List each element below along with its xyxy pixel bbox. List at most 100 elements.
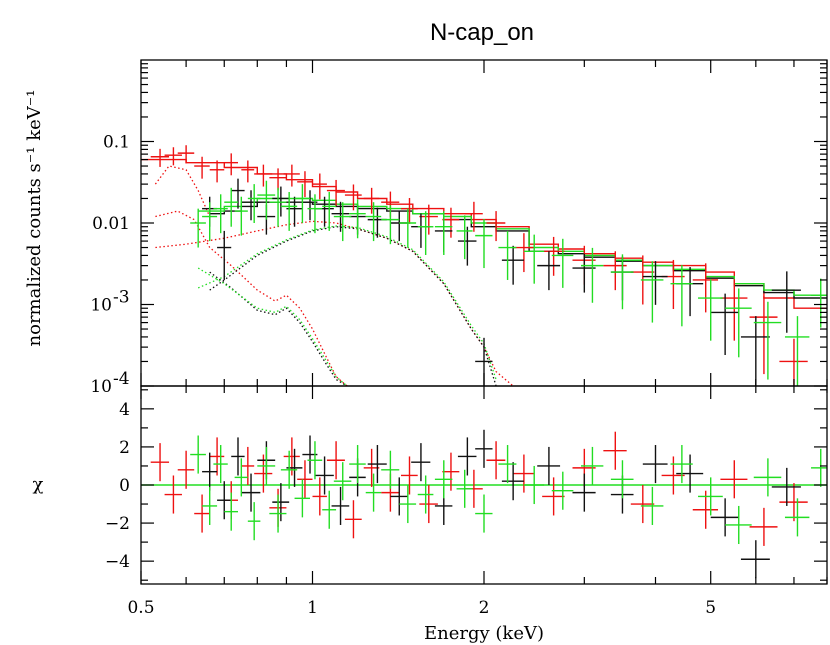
residual-point-red — [297, 460, 313, 499]
data-point-green — [333, 202, 352, 242]
data-point-green — [456, 215, 473, 260]
residual-point-black — [272, 483, 290, 522]
model-component-black-6 — [209, 271, 348, 387]
residual-point-green — [294, 479, 311, 518]
residual-point-black — [771, 467, 801, 506]
data-point-red — [269, 168, 287, 191]
data-point-red — [779, 338, 808, 386]
residual-point-green — [381, 450, 400, 489]
data-point-black — [642, 261, 668, 305]
data-point-green — [381, 205, 400, 245]
residual-point-red — [312, 477, 327, 516]
residual-point-red — [209, 437, 225, 476]
residual-point-green — [280, 450, 298, 489]
data-point-red — [442, 207, 460, 238]
data-point-black — [390, 211, 408, 242]
data-point-red — [164, 147, 182, 166]
y-tick-label: 10 — [90, 377, 112, 397]
residual-point-red — [442, 452, 460, 491]
data-point-black — [367, 207, 387, 238]
residual-point-red — [241, 446, 255, 485]
residual-point-green — [190, 435, 206, 474]
data-point-red — [326, 179, 345, 206]
data-point-red — [297, 171, 313, 198]
model-component-green-9 — [197, 225, 497, 380]
residual-axis-label: χ — [33, 474, 44, 495]
data-point-red — [283, 164, 300, 187]
data-point-green — [670, 264, 693, 327]
residual-point-red — [486, 441, 506, 480]
data-point-black — [676, 267, 704, 317]
residual-point-green — [551, 471, 574, 510]
residual-point-black — [367, 445, 387, 484]
y-tick-exponent: -4 — [113, 369, 130, 389]
residual-point-green — [307, 441, 323, 480]
residual-point-red — [177, 450, 195, 489]
residual-point-green — [475, 494, 493, 533]
data-point-green — [202, 202, 218, 242]
data-point-green — [322, 192, 337, 231]
x-axis-label: Energy (keV) — [424, 623, 544, 644]
residual-y-tick-label: 0 — [119, 476, 130, 496]
residual-point-green — [725, 505, 752, 545]
data-point-red — [464, 201, 483, 232]
residual-point-green — [333, 462, 352, 501]
residual-point-red — [513, 454, 535, 493]
data-point-black — [740, 316, 770, 386]
residual-point-green — [349, 445, 366, 484]
residual-point-red — [603, 431, 627, 470]
data-point-red — [486, 211, 506, 242]
model-component-red-4 — [155, 220, 514, 387]
data-point-green — [498, 230, 517, 280]
data-point-green — [294, 184, 311, 223]
residual-point-black — [411, 443, 431, 482]
residual-point-black — [241, 473, 261, 512]
data-point-red — [513, 233, 535, 273]
data-point-black — [457, 226, 477, 266]
data-point-red — [254, 164, 273, 187]
residual-point-red — [400, 456, 418, 495]
residual-point-green — [322, 490, 337, 529]
residual-point-black — [501, 462, 524, 501]
residual-point-red — [363, 448, 380, 487]
residual-point-red — [419, 485, 438, 524]
x-tick-label: 2 — [479, 598, 490, 618]
x-tick-label: 5 — [705, 598, 716, 618]
residual-point-black — [642, 445, 668, 484]
residual-point-green — [698, 477, 723, 516]
residual-y-tick-label: −4 — [105, 552, 130, 572]
data-point-green — [610, 254, 634, 310]
data-point-red — [344, 184, 362, 211]
data-point-red — [363, 187, 380, 214]
residual-point-green — [811, 448, 827, 487]
residual-point-black — [676, 454, 704, 493]
residual-point-black — [314, 456, 334, 495]
residual-point-red — [749, 507, 778, 546]
data-point-green — [307, 194, 323, 234]
data-point-green — [725, 288, 752, 358]
y-tick-exponent: -3 — [113, 288, 130, 308]
data-point-green — [399, 208, 417, 248]
model-component-black-7 — [209, 226, 497, 387]
data-point-black — [537, 251, 561, 291]
residual-point-green — [610, 460, 634, 499]
residual-point-black — [231, 437, 245, 476]
y-axis-label: normalized counts s⁻¹ keV⁻¹ — [24, 90, 45, 347]
residual-y-tick-label: 4 — [119, 400, 130, 420]
data-point-green — [280, 192, 298, 231]
residual-y-tick-label: 2 — [119, 438, 130, 458]
data-point-green — [224, 187, 238, 227]
residual-point-green — [670, 445, 693, 484]
data-point-black — [501, 245, 524, 285]
plot-layer — [141, 145, 827, 579]
residual-point-green — [202, 486, 218, 525]
residual-point-red — [630, 485, 655, 524]
y-axis-label-text: normalized counts s⁻¹ keV⁻¹ — [24, 90, 45, 347]
residual-point-green — [640, 486, 664, 525]
residual-point-black — [537, 446, 561, 485]
data-point-green — [434, 211, 453, 255]
residual-point-red — [542, 477, 565, 516]
data-point-red — [150, 148, 170, 167]
model-component-red-3 — [155, 210, 348, 387]
